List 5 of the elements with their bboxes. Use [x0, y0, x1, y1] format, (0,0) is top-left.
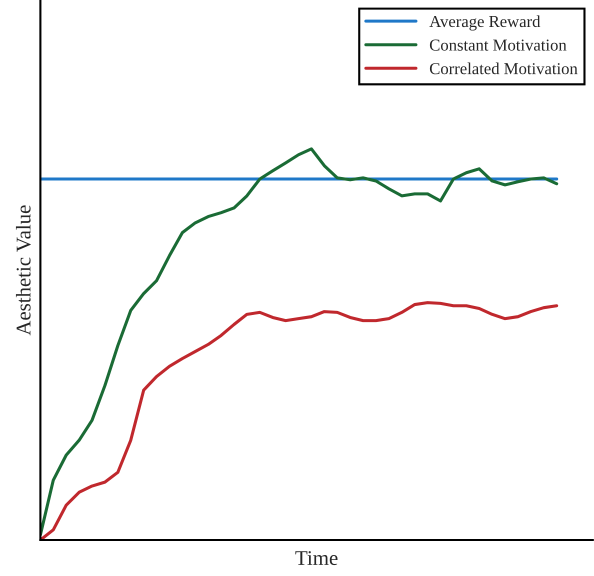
legend-label: Constant Motivation	[430, 40, 566, 51]
legend-label: Average Reward	[429, 15, 540, 31]
legend-label: Correlated Motivation	[430, 62, 578, 74]
y-axis-title: Aesthetic Value	[16, 205, 31, 336]
x-axis-title: Time	[295, 551, 338, 566]
